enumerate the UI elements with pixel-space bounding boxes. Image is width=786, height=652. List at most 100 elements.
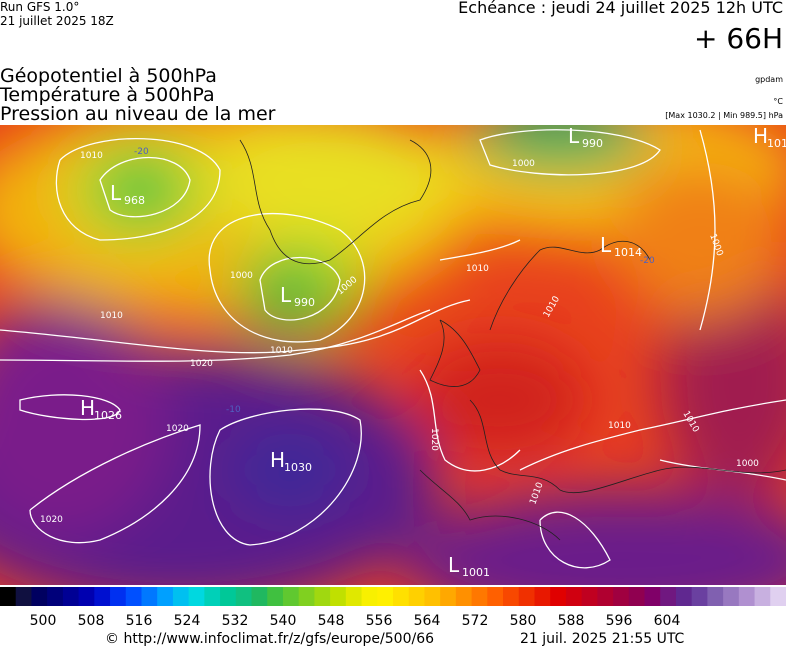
- center-letter: H: [80, 396, 95, 420]
- temperature-label: -20: [134, 147, 149, 157]
- field: Température à 500hPa: [0, 84, 215, 106]
- colorbar-swatch: [738, 587, 756, 606]
- colorbar-swatch: [172, 587, 190, 606]
- colorbar-swatch: [235, 587, 253, 606]
- colorbar-swatch: [628, 587, 646, 606]
- source: © http://www.infoclimat.fr/z/gfs/europe/…: [105, 631, 434, 647]
- colorbar-swatch: [770, 587, 786, 606]
- colorbar-swatch: [455, 587, 473, 606]
- center-value: 990: [294, 296, 315, 309]
- colorbar-swatch: [518, 587, 535, 606]
- colorbar-tick: 540: [270, 613, 297, 629]
- colorbar-swatch: [377, 587, 394, 606]
- colorbar-swatch: [110, 587, 127, 606]
- colorbar-swatch: [487, 587, 504, 606]
- pressure-center: L 990: [568, 124, 603, 150]
- colorbar-swatch: [424, 587, 441, 606]
- isobar-label: 1020: [429, 428, 439, 451]
- colorbar-swatch: [471, 587, 488, 606]
- isobar-label: 1010: [608, 421, 631, 431]
- colorbar-swatch: [188, 587, 205, 606]
- colorbar-swatch: [691, 587, 708, 606]
- temperature-label: -20: [640, 256, 655, 266]
- map-field: [0, 125, 786, 585]
- colorbar-swatch: [597, 587, 614, 606]
- colorbar-swatch: [361, 587, 378, 606]
- colorbar-swatch: [314, 587, 331, 606]
- colorbar-swatch: [754, 587, 771, 606]
- isobar-label: 1020: [190, 359, 213, 369]
- isobar-label: 1010: [100, 311, 123, 321]
- center-value: 1001: [462, 566, 490, 579]
- colorbar-swatch: [644, 587, 661, 606]
- colorbar-swatch: [550, 587, 567, 606]
- unit: [Max 1030.2 | Min 989.5] hPa: [665, 111, 783, 120]
- colorbar-tick: 556: [366, 613, 393, 629]
- colorbar: 500 508 516 524 532 540 548 556 564 572 580 588 596 6…: [0, 587, 786, 629]
- pressure-center: L 990: [280, 283, 315, 309]
- temperature-label: -10: [226, 405, 241, 415]
- colorbar-swatch: [15, 587, 32, 606]
- center-value: 968: [124, 194, 145, 207]
- isobar-label: 1000: [512, 159, 535, 169]
- unit: gpdam: [755, 75, 783, 84]
- center-letter: H: [753, 124, 768, 148]
- colorbar-swatch: [62, 587, 80, 606]
- lead-time: + 66H: [694, 22, 783, 55]
- colorbar-swatch: [204, 587, 221, 606]
- center-letter: H: [270, 448, 285, 472]
- center-value: 101: [767, 137, 786, 150]
- colorbar-tick: 572: [462, 613, 489, 629]
- isobar-label: 1010: [270, 346, 293, 356]
- colorbar-swatch: [282, 587, 300, 606]
- colorbar-swatch: [440, 587, 457, 606]
- center-value: 1026: [94, 409, 122, 422]
- colorbar-tick: 604: [654, 613, 681, 629]
- colorbar-tick: 508: [78, 613, 105, 629]
- generated: 21 juil. 2025 21:55 UTC: [520, 631, 685, 647]
- isobar-label: 1000: [230, 271, 253, 281]
- colorbar-tick: 588: [558, 613, 585, 629]
- colorbar-swatch: [125, 587, 142, 606]
- run: Run GFS 1.0°: [0, 0, 79, 14]
- colorbar-tick: 548: [318, 613, 345, 629]
- colorbar-tick: 596: [606, 613, 633, 629]
- echeance: Echéance : jeudi 24 juillet 2025 12h UTC: [458, 0, 783, 17]
- center-letter: L: [280, 283, 292, 307]
- colorbar-swatch: [675, 587, 693, 606]
- unit: °C: [773, 97, 783, 106]
- colorbar-swatch: [31, 587, 48, 606]
- colorbar-swatch: [503, 587, 520, 606]
- isobar-label: 1020: [166, 424, 189, 434]
- colorbar-swatch: [251, 587, 268, 606]
- isobar-label: 1010: [80, 151, 103, 161]
- colorbar-swatch: [408, 587, 425, 606]
- colorbar-swatch: [660, 587, 677, 606]
- colorbar-tick: 524: [174, 613, 201, 629]
- center-value: 990: [582, 137, 603, 150]
- colorbar-tick: 516: [126, 613, 153, 629]
- center-value: 1014: [614, 246, 642, 259]
- colorbar-swatch: [157, 587, 174, 606]
- colorbar-tick: 532: [222, 613, 249, 629]
- center-letter: L: [600, 233, 612, 257]
- colorbar-swatch: [723, 587, 740, 606]
- colorbar-swatch: [707, 587, 724, 606]
- colorbar-swatch: [581, 587, 598, 606]
- colorbar-swatch: [393, 587, 410, 606]
- colorbar-swatch: [613, 587, 630, 606]
- isobar-label: 1020: [40, 515, 63, 525]
- colorbar-swatch: [94, 587, 111, 606]
- colorbar-swatch: [220, 587, 237, 606]
- colorbar-swatch: [47, 587, 64, 606]
- isobar-label: 1000: [736, 459, 759, 469]
- colorbar-swatch: [330, 587, 347, 606]
- colorbar-tick: 580: [510, 613, 537, 629]
- colorbar-swatch: [298, 587, 315, 606]
